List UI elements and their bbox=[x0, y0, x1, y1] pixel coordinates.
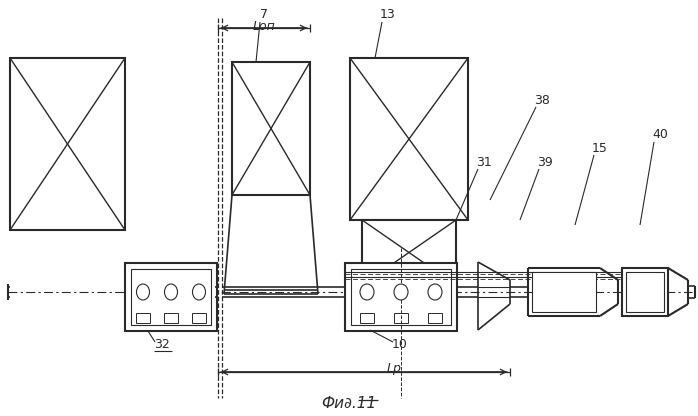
Text: 13: 13 bbox=[380, 8, 396, 22]
Ellipse shape bbox=[193, 284, 205, 300]
Ellipse shape bbox=[137, 284, 149, 300]
Bar bbox=[394, 313, 408, 323]
Text: 31: 31 bbox=[476, 156, 492, 168]
Text: 40: 40 bbox=[652, 129, 668, 141]
Bar bbox=[131, 269, 211, 325]
Bar bbox=[10, 58, 125, 230]
Bar bbox=[192, 313, 206, 323]
Text: 7: 7 bbox=[260, 8, 268, 22]
Ellipse shape bbox=[360, 284, 374, 300]
Bar bbox=[360, 313, 374, 323]
Bar bbox=[125, 263, 217, 331]
Bar bbox=[622, 268, 668, 316]
Text: Фи∂.11: Фи∂.11 bbox=[321, 396, 377, 411]
Bar bbox=[350, 58, 468, 220]
Bar bbox=[164, 313, 178, 323]
Bar bbox=[626, 272, 664, 312]
Bar bbox=[428, 313, 442, 323]
Text: 15: 15 bbox=[592, 141, 608, 154]
Text: 10: 10 bbox=[392, 339, 408, 352]
Text: Lоп: Lоп bbox=[253, 20, 276, 33]
Bar bbox=[345, 263, 457, 331]
Text: 38: 38 bbox=[534, 94, 550, 106]
Text: Lр: Lр bbox=[387, 362, 401, 375]
Ellipse shape bbox=[165, 284, 177, 300]
Text: 39: 39 bbox=[537, 156, 553, 168]
Text: 32: 32 bbox=[154, 339, 170, 352]
Bar bbox=[232, 62, 310, 195]
Ellipse shape bbox=[394, 284, 408, 300]
Bar bbox=[532, 272, 596, 312]
Bar bbox=[351, 269, 451, 325]
Ellipse shape bbox=[428, 284, 442, 300]
Bar bbox=[362, 220, 456, 285]
Bar bbox=[136, 313, 150, 323]
